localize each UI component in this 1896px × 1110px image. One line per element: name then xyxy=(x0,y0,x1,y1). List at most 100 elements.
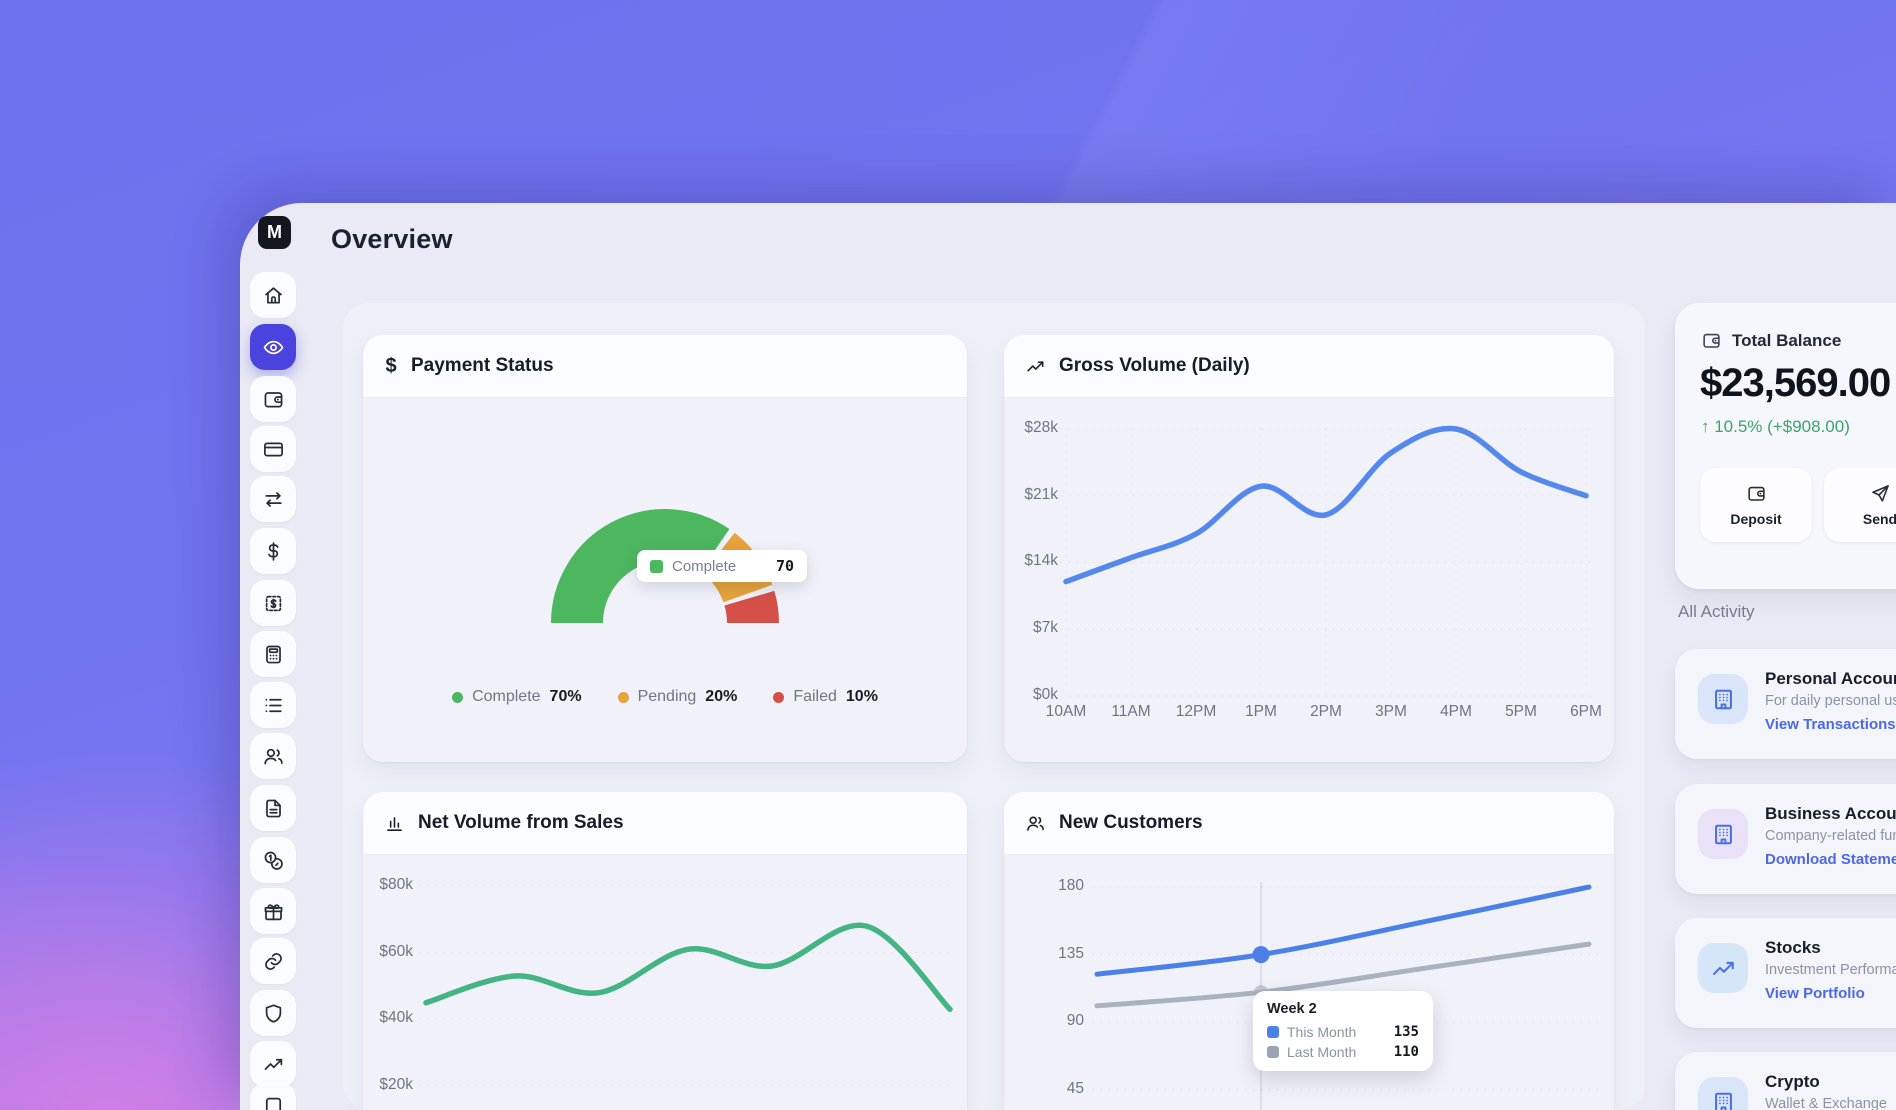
line-last-month xyxy=(1094,941,1592,1009)
activity-link[interactable]: View Transactions xyxy=(1765,716,1896,733)
sidebar-item-list[interactable] xyxy=(250,682,296,728)
activity-link[interactable]: View Portfolio xyxy=(1765,985,1865,1002)
wallet-icon xyxy=(1747,486,1765,501)
total-balance-card: Total Balance $23,569.00 ↑ 10.5% (+$908.… xyxy=(1675,303,1896,589)
send-button[interactable]: Send xyxy=(1824,468,1896,542)
sidebar-item-shield[interactable] xyxy=(250,990,296,1036)
page-title: Overview xyxy=(331,224,453,254)
button-label: Send xyxy=(1862,511,1896,527)
gauge-tooltip: Complete 70 xyxy=(637,550,807,582)
activity-card-business-account[interactable]: Business Account Company-related funds Dow… xyxy=(1675,784,1896,894)
activity-card-stocks[interactable]: Stocks Investment Performance View Portfol… xyxy=(1675,918,1896,1028)
sidebar-item-credit-card[interactable] xyxy=(250,426,296,472)
axis-tick-label: $60k xyxy=(379,942,413,960)
receipt-icon xyxy=(265,595,281,611)
data-point-highlight xyxy=(1252,946,1270,964)
sidebar-item-dollar[interactable] xyxy=(250,528,296,574)
sidebar-item-eye[interactable] xyxy=(250,324,296,370)
users-icon xyxy=(1025,813,1046,834)
wallet-icon xyxy=(1703,333,1720,348)
axis-tick-label: 180 xyxy=(1058,876,1084,894)
activity-card-personal-account[interactable]: Personal Account For daily personal use Vi… xyxy=(1675,649,1896,759)
sidebar-item-trending-up[interactable] xyxy=(250,1041,296,1087)
deposit-button[interactable]: Deposit xyxy=(1700,468,1812,542)
legend-value: 10% xyxy=(845,688,878,705)
total-balance-amount: $23,569.00 xyxy=(1700,361,1891,405)
dollar-icon: $ xyxy=(385,354,397,377)
axis-tick-label: 135 xyxy=(1058,944,1084,962)
card-title: Payment Status xyxy=(411,355,554,376)
net-volume-header: Net Volume from Sales xyxy=(363,792,967,855)
legend-dot xyxy=(452,691,464,703)
gross-volume-header: Gross Volume (Daily) xyxy=(1004,335,1614,398)
sidebar-item-calculator[interactable] xyxy=(250,631,296,677)
coins-icon xyxy=(264,851,283,870)
activity-subtitle: Investment Performance xyxy=(1765,962,1896,978)
sidebar-item-coins[interactable] xyxy=(250,837,296,883)
sidebar-item-home[interactable] xyxy=(250,272,296,318)
users-icon xyxy=(1027,816,1044,831)
legend-item-complete: Complete 70% xyxy=(452,688,582,706)
legend-label: Failed xyxy=(793,688,837,705)
tooltip-value: 110 xyxy=(1393,1044,1419,1060)
activity-icon-tile xyxy=(1698,809,1748,859)
axis-tick-label: $20k xyxy=(379,1076,413,1093)
axis-tick-label: $40k xyxy=(379,1009,413,1027)
sidebar-item-wallet[interactable] xyxy=(250,376,296,422)
activity-icon-tile xyxy=(1698,943,1748,993)
eye-icon xyxy=(263,340,283,354)
building-icon xyxy=(1714,689,1732,709)
activity-title: Business Account xyxy=(1765,804,1896,823)
card-title: Gross Volume (Daily) xyxy=(1059,355,1250,376)
gift-icon xyxy=(264,903,282,920)
axis-tick-label: 45 xyxy=(1066,1080,1084,1097)
axis-tick-label: 10AM xyxy=(1045,703,1087,720)
building-icon xyxy=(1714,1092,1732,1110)
activity-subtitle: Company-related funds xyxy=(1765,828,1896,844)
tooltip-value: 70 xyxy=(775,557,794,575)
bar-chart-icon xyxy=(384,813,405,834)
axis-tick-label: 12PM xyxy=(1175,703,1217,720)
calculator-icon xyxy=(265,645,281,663)
gross-volume-line xyxy=(1063,425,1589,585)
legend-dot xyxy=(773,691,785,703)
legend-value: 70% xyxy=(549,688,582,705)
net-volume-card: Net Volume from Sales $80k $60k $40k $20k xyxy=(363,792,967,1110)
activity-link[interactable]: Download Statement xyxy=(1765,851,1896,868)
sidebar-item-users[interactable] xyxy=(250,733,296,779)
sidebar-item-receipt[interactable] xyxy=(250,580,296,626)
sidebar-item-document[interactable] xyxy=(250,785,296,831)
net-volume-line xyxy=(423,922,953,1013)
gauge-legend: Complete 70% Pending 20% Failed 10% xyxy=(363,688,967,706)
axis-tick-label: 2PM xyxy=(1310,703,1342,720)
shield-icon xyxy=(265,1003,281,1023)
axis-tick-label: 90 xyxy=(1066,1012,1084,1030)
line-this-month xyxy=(1094,884,1592,977)
sidebar-item-link[interactable] xyxy=(250,938,296,984)
axis-tick-label: $7k xyxy=(1033,619,1058,637)
new-customers-tooltip: Week 2 This Month 135 Last Month 110 xyxy=(1253,991,1433,1071)
gauge-segment-failed xyxy=(724,590,779,624)
sidebar-item-gift[interactable] xyxy=(250,888,296,934)
payment-status-header: $ Payment Status xyxy=(363,335,967,398)
axis-tick-label: $0k xyxy=(1033,686,1058,703)
legend-dot xyxy=(617,691,629,703)
activity-subtitle: For daily personal use xyxy=(1765,693,1896,709)
all-activity-heading: All Activity xyxy=(1678,602,1755,621)
gross-volume-card: Gross Volume (Daily) $28k $21k $14k $7k $0k 1… xyxy=(1004,335,1614,762)
activity-subtitle: Wallet & Exchange xyxy=(1765,1096,1887,1110)
axis-tick-label: 11AM xyxy=(1111,703,1151,720)
sidebar-item-device[interactable] xyxy=(250,1083,296,1110)
send-icon xyxy=(1871,485,1889,502)
axis-tick-label: $28k xyxy=(1024,418,1058,436)
activity-icon-tile xyxy=(1698,674,1748,724)
gauge-segment-complete xyxy=(551,509,730,624)
trending-up-icon xyxy=(1027,360,1044,371)
tooltip-value: 135 xyxy=(1393,1024,1419,1040)
credit-card-icon xyxy=(263,442,283,456)
activity-card-crypto[interactable]: Crypto Wallet & Exchange xyxy=(1675,1052,1896,1110)
sidebar-item-transfer[interactable] xyxy=(250,476,296,522)
home-icon xyxy=(264,286,282,304)
axis-tick-label: 4PM xyxy=(1440,703,1472,720)
link-icon xyxy=(264,952,282,970)
